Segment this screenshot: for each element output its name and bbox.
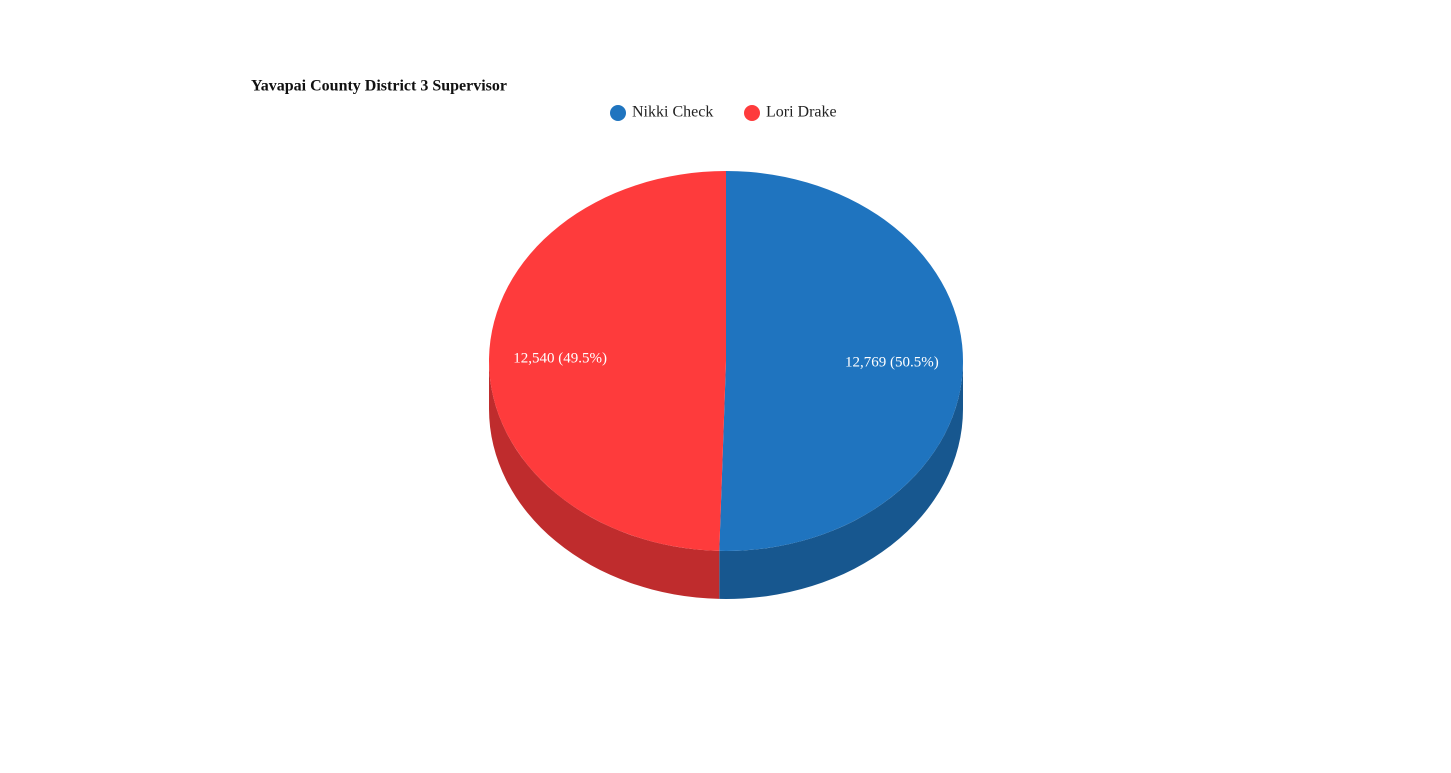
pie-side	[719, 361, 963, 599]
legend-marker	[610, 105, 626, 121]
pie-slice	[719, 171, 964, 551]
legend-label: Lori Drake	[766, 104, 837, 121]
pie-side	[489, 361, 720, 599]
chart-title: Yavapai County District 3 Supervisor	[251, 78, 507, 95]
value-label: 12,540 (49.5%)	[513, 351, 607, 367]
pie-slice	[489, 171, 726, 551]
value-label: 12,769 (50.5%)	[845, 354, 939, 370]
legend-label: Nikki Check	[632, 104, 713, 121]
legend-marker	[744, 105, 760, 121]
